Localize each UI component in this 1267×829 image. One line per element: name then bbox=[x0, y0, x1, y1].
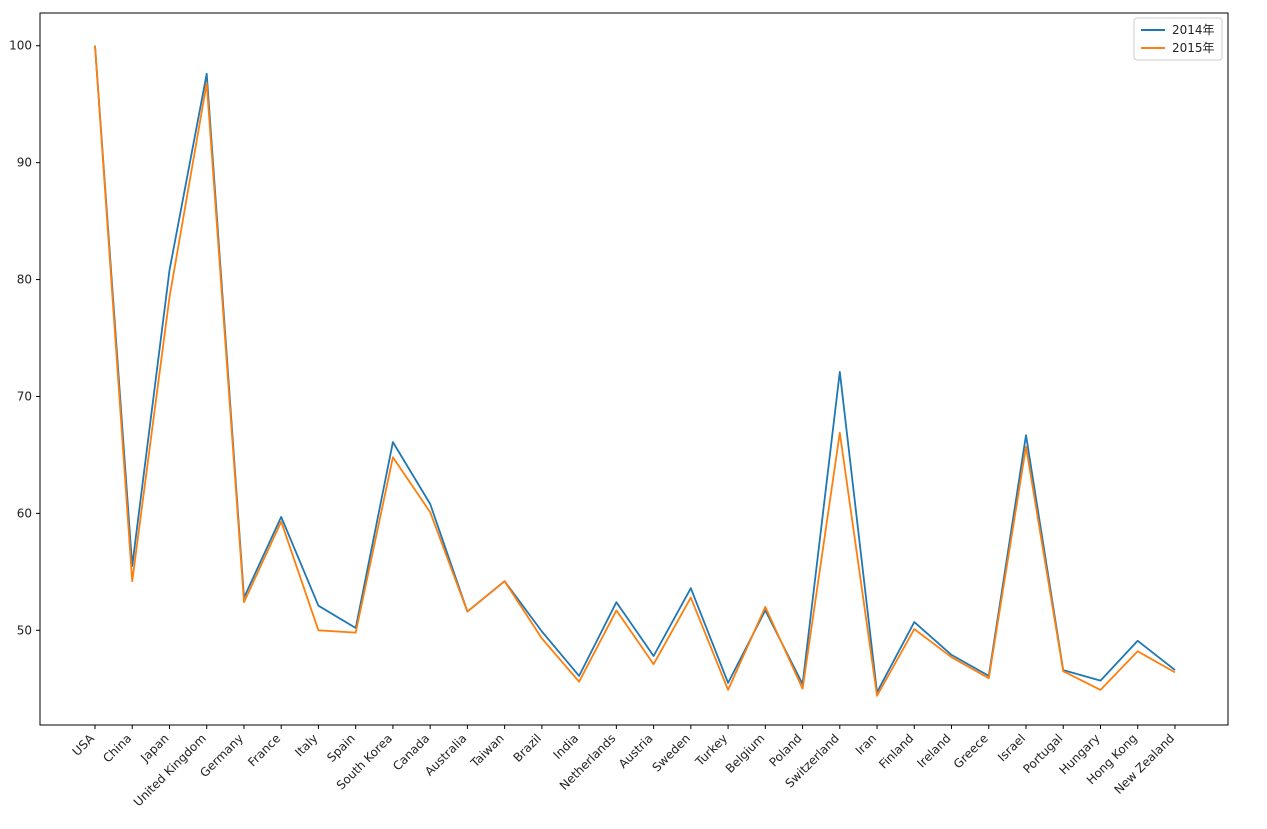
x-tick-label: France bbox=[245, 731, 283, 769]
legend-label-2014: 2014年 bbox=[1172, 23, 1215, 37]
legend-label-2015: 2015年 bbox=[1172, 41, 1215, 55]
y-tick-label: 60 bbox=[17, 506, 32, 520]
series-line-0 bbox=[94, 45, 1176, 694]
x-tick-label: USA bbox=[70, 731, 98, 759]
x-tick-label: Belgium bbox=[723, 731, 768, 776]
x-tick-label: Greece bbox=[951, 731, 991, 771]
x-tick-label: Spain bbox=[324, 731, 358, 765]
x-tick-label: Brazil bbox=[510, 731, 544, 765]
plot-frame bbox=[39, 12, 1229, 726]
x-tick-label: Italy bbox=[292, 731, 320, 759]
x-tick-label: Israel bbox=[995, 731, 1028, 764]
y-tick-label: 90 bbox=[17, 156, 32, 170]
series-layer bbox=[94, 45, 1176, 697]
y-tick-label: 80 bbox=[17, 273, 32, 287]
x-tick-label: Taiwan bbox=[467, 731, 506, 770]
x-tick-label: Ireland bbox=[914, 731, 953, 770]
x-tick-label: India bbox=[551, 731, 582, 762]
y-tick-label: 100 bbox=[9, 39, 32, 53]
x-tick-label: China bbox=[100, 731, 134, 765]
series-line-1 bbox=[94, 45, 1176, 697]
x-tick-label: Iran bbox=[853, 731, 879, 757]
legend-box bbox=[1133, 17, 1223, 61]
y-tick-label: 70 bbox=[17, 389, 32, 403]
x-tick-label: Finland bbox=[876, 731, 916, 771]
y-tick-label: 50 bbox=[17, 623, 32, 637]
x-tick-label: Sweden bbox=[650, 731, 693, 774]
legend: 2014年 2015年 bbox=[1133, 17, 1223, 61]
y-axis: 50 60 70 80 90 100 bbox=[9, 39, 40, 637]
x-tick-label: Japan bbox=[137, 731, 171, 765]
